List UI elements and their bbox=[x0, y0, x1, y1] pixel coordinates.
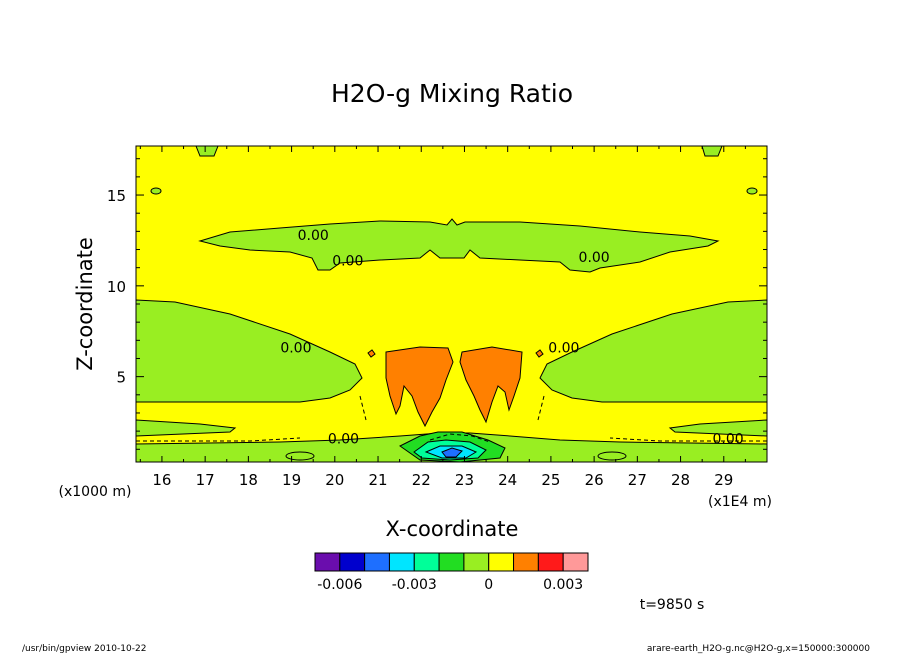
small-orange-right bbox=[535, 349, 544, 358]
chart-title: H2O-g Mixing Ratio bbox=[331, 79, 573, 108]
colorbar-tick-label-3: 0.003 bbox=[543, 577, 583, 593]
colorbar-swatch-9 bbox=[537, 552, 564, 572]
x-tick-label-1: 17 bbox=[196, 471, 215, 489]
x-tick-label-10: 26 bbox=[585, 471, 604, 489]
colorbar-swatch-4 bbox=[413, 552, 440, 572]
contour-label-3: 0.00 bbox=[280, 341, 311, 357]
low-right-patch bbox=[597, 451, 627, 461]
x-tick-label-11: 27 bbox=[628, 471, 647, 489]
colorbar-swatch-2 bbox=[364, 552, 390, 572]
dashed-contours bbox=[136, 395, 767, 443]
footer-left: /usr/bin/gpview 2010-10-22 bbox=[22, 644, 146, 654]
contour-label-4: 0.00 bbox=[548, 341, 579, 357]
x-axis: 16 17 18 19 20 21 22 23 24 25 26 27 28 29 bbox=[139, 146, 746, 489]
contour-label-layer: 0.000.00 0.000.00 0.000.00 0.00 bbox=[280, 228, 743, 447]
low-blue-core bbox=[441, 447, 463, 458]
background-level-fill bbox=[136, 146, 767, 462]
x-tick-label-0: 16 bbox=[152, 471, 171, 489]
y-axis: 5 10 15 bbox=[107, 158, 767, 450]
x-tick-label-13: 29 bbox=[714, 471, 733, 489]
x-tick-label-7: 23 bbox=[455, 471, 474, 489]
footer-right: arare-earth_H2O-g.nc@H2O-g,x=150000:3000… bbox=[647, 644, 870, 654]
colorbar-swatch-5 bbox=[438, 552, 465, 572]
left-orange-core bbox=[385, 346, 454, 428]
small-orange-left bbox=[367, 349, 376, 358]
right-small-cell bbox=[746, 187, 758, 195]
colorbar-swatch-7 bbox=[488, 552, 515, 572]
low-left-patch bbox=[285, 451, 315, 461]
time-label: t=9850 s bbox=[640, 597, 705, 613]
colorbar-ticks: -0.006 -0.003 0 0.003 bbox=[317, 577, 583, 593]
x-tick-label-2: 18 bbox=[239, 471, 258, 489]
y-unit-label: (x1000 m) bbox=[59, 484, 132, 500]
contour-label-5: 0.00 bbox=[328, 431, 359, 447]
x-tick-label-4: 20 bbox=[325, 471, 344, 489]
x-tick-label-6: 22 bbox=[412, 471, 431, 489]
upper-cloud-band bbox=[198, 218, 720, 273]
colorbar-swatch-0 bbox=[314, 552, 341, 572]
colorbar-swatch-10 bbox=[562, 552, 589, 572]
right-mid-band bbox=[539, 299, 767, 403]
left-small-cell bbox=[150, 187, 162, 195]
lower-left-band bbox=[136, 419, 237, 437]
y-tick-label-0: 5 bbox=[116, 369, 126, 387]
colorbar-tick-label-1: -0.003 bbox=[392, 577, 437, 593]
colorbar-swatch-8 bbox=[513, 552, 539, 572]
contour-label-2: 0.00 bbox=[579, 250, 610, 266]
right-orange-core bbox=[459, 346, 523, 424]
x-tick-label-12: 28 bbox=[671, 471, 690, 489]
contour-label-1: 0.00 bbox=[332, 253, 363, 269]
contour-label-0: 0.00 bbox=[298, 228, 329, 244]
colorbar-swatch-3 bbox=[388, 552, 415, 572]
y-axis-label: Z-coordinate bbox=[73, 237, 97, 371]
plot-area bbox=[136, 146, 767, 462]
colorbar bbox=[314, 552, 589, 572]
colorbar-tick-label-0: -0.006 bbox=[317, 577, 362, 593]
contour-label-6: 0.00 bbox=[713, 431, 744, 447]
x-tick-label-3: 19 bbox=[282, 471, 301, 489]
x-axis-label: X-coordinate bbox=[386, 517, 519, 541]
colorbar-tick-label-2: 0 bbox=[484, 577, 493, 593]
top-left-patch bbox=[195, 146, 219, 157]
y-tick-label-2: 15 bbox=[107, 187, 126, 205]
x-unit-label: (x1E4 m) bbox=[708, 494, 772, 510]
colorbar-swatch-1 bbox=[339, 552, 366, 572]
left-mid-band bbox=[136, 299, 363, 403]
colorbar-swatch-6 bbox=[463, 552, 490, 572]
lower-right-band bbox=[668, 419, 767, 437]
x-tick-label-5: 21 bbox=[368, 471, 387, 489]
y-tick-label-1: 10 bbox=[107, 278, 126, 296]
x-tick-label-9: 25 bbox=[541, 471, 560, 489]
top-right-patch bbox=[701, 146, 723, 157]
x-tick-label-8: 24 bbox=[498, 471, 517, 489]
